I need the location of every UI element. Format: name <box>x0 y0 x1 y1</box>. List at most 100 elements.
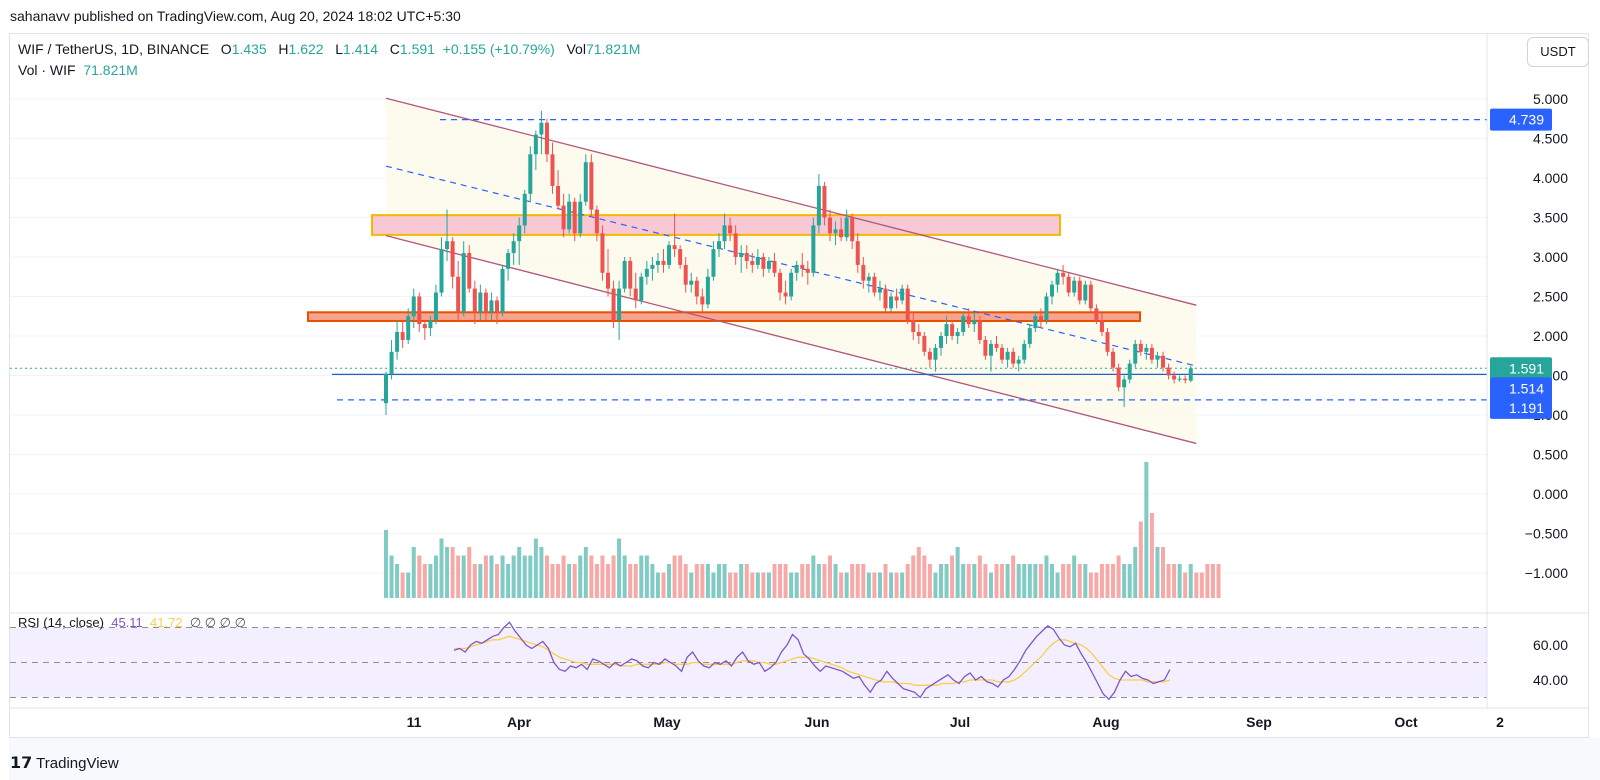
candle-body <box>972 320 977 325</box>
candle-body <box>877 288 882 293</box>
candle-body <box>1027 328 1032 344</box>
volume-bar <box>1088 572 1093 598</box>
volume-bar <box>977 555 982 598</box>
candle-body <box>1127 363 1132 380</box>
volume-bar <box>955 547 960 598</box>
candle-body <box>589 162 594 210</box>
candle-body <box>544 122 549 155</box>
candle-body <box>411 296 416 317</box>
time-axis-label: Oct <box>1394 714 1418 730</box>
candle-body <box>567 201 572 230</box>
volume-bar <box>705 564 710 598</box>
candle-body <box>927 351 932 360</box>
volume-bar <box>961 564 966 598</box>
candle-body <box>1116 367 1121 388</box>
candle-body <box>578 201 583 234</box>
candle-body <box>866 276 871 281</box>
volume-bar <box>644 555 649 598</box>
volume-bar <box>1188 564 1193 598</box>
price-tag-bg <box>1490 357 1552 380</box>
rsi-legend: RSI (14, close) 45.11 41.72 ∅ ∅ ∅ ∅ <box>18 615 246 631</box>
volume-bar <box>400 572 405 598</box>
time-axis-label: Apr <box>507 714 532 730</box>
ohlc-legend: WIF / TetherUS, 1D, BINANCE O1.435 H1.62… <box>18 41 640 57</box>
candle-body <box>828 217 832 234</box>
time-axis-label: Aug <box>1092 714 1119 730</box>
volume-bar <box>1077 564 1082 598</box>
volume-bar <box>422 564 427 598</box>
candle-body <box>1072 280 1077 293</box>
volume-bar <box>1199 572 1204 598</box>
candle-body <box>755 257 760 265</box>
candle-body <box>650 264 655 269</box>
volume-bar <box>389 555 394 598</box>
candle-body <box>1144 347 1149 352</box>
candle-body <box>833 229 838 234</box>
volume-bar <box>1111 564 1116 598</box>
volume-bar <box>1038 564 1043 598</box>
candle-body <box>395 332 400 352</box>
time-axis-label: Jun <box>805 714 830 730</box>
volume-bar <box>1205 564 1210 598</box>
low-value: 1.414 <box>343 41 379 57</box>
volume-bar <box>433 555 438 598</box>
candle-body <box>1044 296 1049 321</box>
brand-label: TradingView <box>36 755 119 772</box>
volume-bar <box>594 564 599 598</box>
volume-bar <box>633 564 638 598</box>
volume-bar <box>1011 555 1016 598</box>
rsi-legend-label[interactable]: RSI (14, close) <box>18 615 104 630</box>
candle-body <box>722 225 727 242</box>
volume-bar <box>700 564 705 598</box>
candle-body <box>894 296 899 301</box>
candle-body <box>977 320 982 340</box>
volume-bar <box>1005 564 1010 598</box>
price-axis-label: −1.000 <box>1525 565 1568 581</box>
volume-bar <box>1177 564 1182 598</box>
volume-bar <box>761 572 766 598</box>
volume-bar <box>839 572 844 598</box>
candle-body <box>700 296 705 305</box>
candle-body <box>1172 375 1177 380</box>
symbol-label[interactable]: WIF / TetherUS, 1D, BINANCE <box>18 41 210 57</box>
volume-bar <box>800 564 805 598</box>
volume-bar <box>811 555 816 598</box>
candle-body <box>939 336 943 348</box>
volume-bar <box>755 572 760 598</box>
candle-body <box>1111 351 1116 368</box>
candle-body <box>1166 367 1171 376</box>
volume-bar <box>1094 572 1099 598</box>
candle-body <box>750 260 755 265</box>
volume-bar <box>1194 572 1199 598</box>
volume-bar <box>461 555 466 598</box>
candle-body <box>789 272 794 297</box>
candle-body <box>761 257 766 269</box>
volume-bar <box>733 572 738 598</box>
volume-bar <box>983 564 988 598</box>
volume-bar <box>506 564 511 598</box>
volume-bar <box>395 564 400 598</box>
candle-body <box>400 332 405 340</box>
volume-bar <box>1161 547 1165 598</box>
volume-bar <box>544 555 549 598</box>
candle-body <box>916 332 921 336</box>
volume-bar <box>489 555 494 598</box>
volume-bar <box>495 564 499 598</box>
volume-bar <box>1149 513 1154 598</box>
rsi-axis-label: 60.00 <box>1533 637 1568 653</box>
volume-bar <box>600 555 605 598</box>
candle-body <box>988 343 993 356</box>
currency-button[interactable]: USDT <box>1527 37 1589 67</box>
volume-bar <box>794 572 799 598</box>
candle-body <box>1133 343 1138 364</box>
candle-body <box>528 154 533 194</box>
candle-body <box>883 288 888 309</box>
candle-body <box>794 264 799 273</box>
close-label: C <box>389 41 400 57</box>
price-tag-text: 1.591 <box>1509 360 1544 376</box>
volume-bar <box>855 564 860 598</box>
candle-body <box>689 280 694 285</box>
time-axis-label: 11 <box>407 714 422 730</box>
volume-bar <box>766 572 771 598</box>
